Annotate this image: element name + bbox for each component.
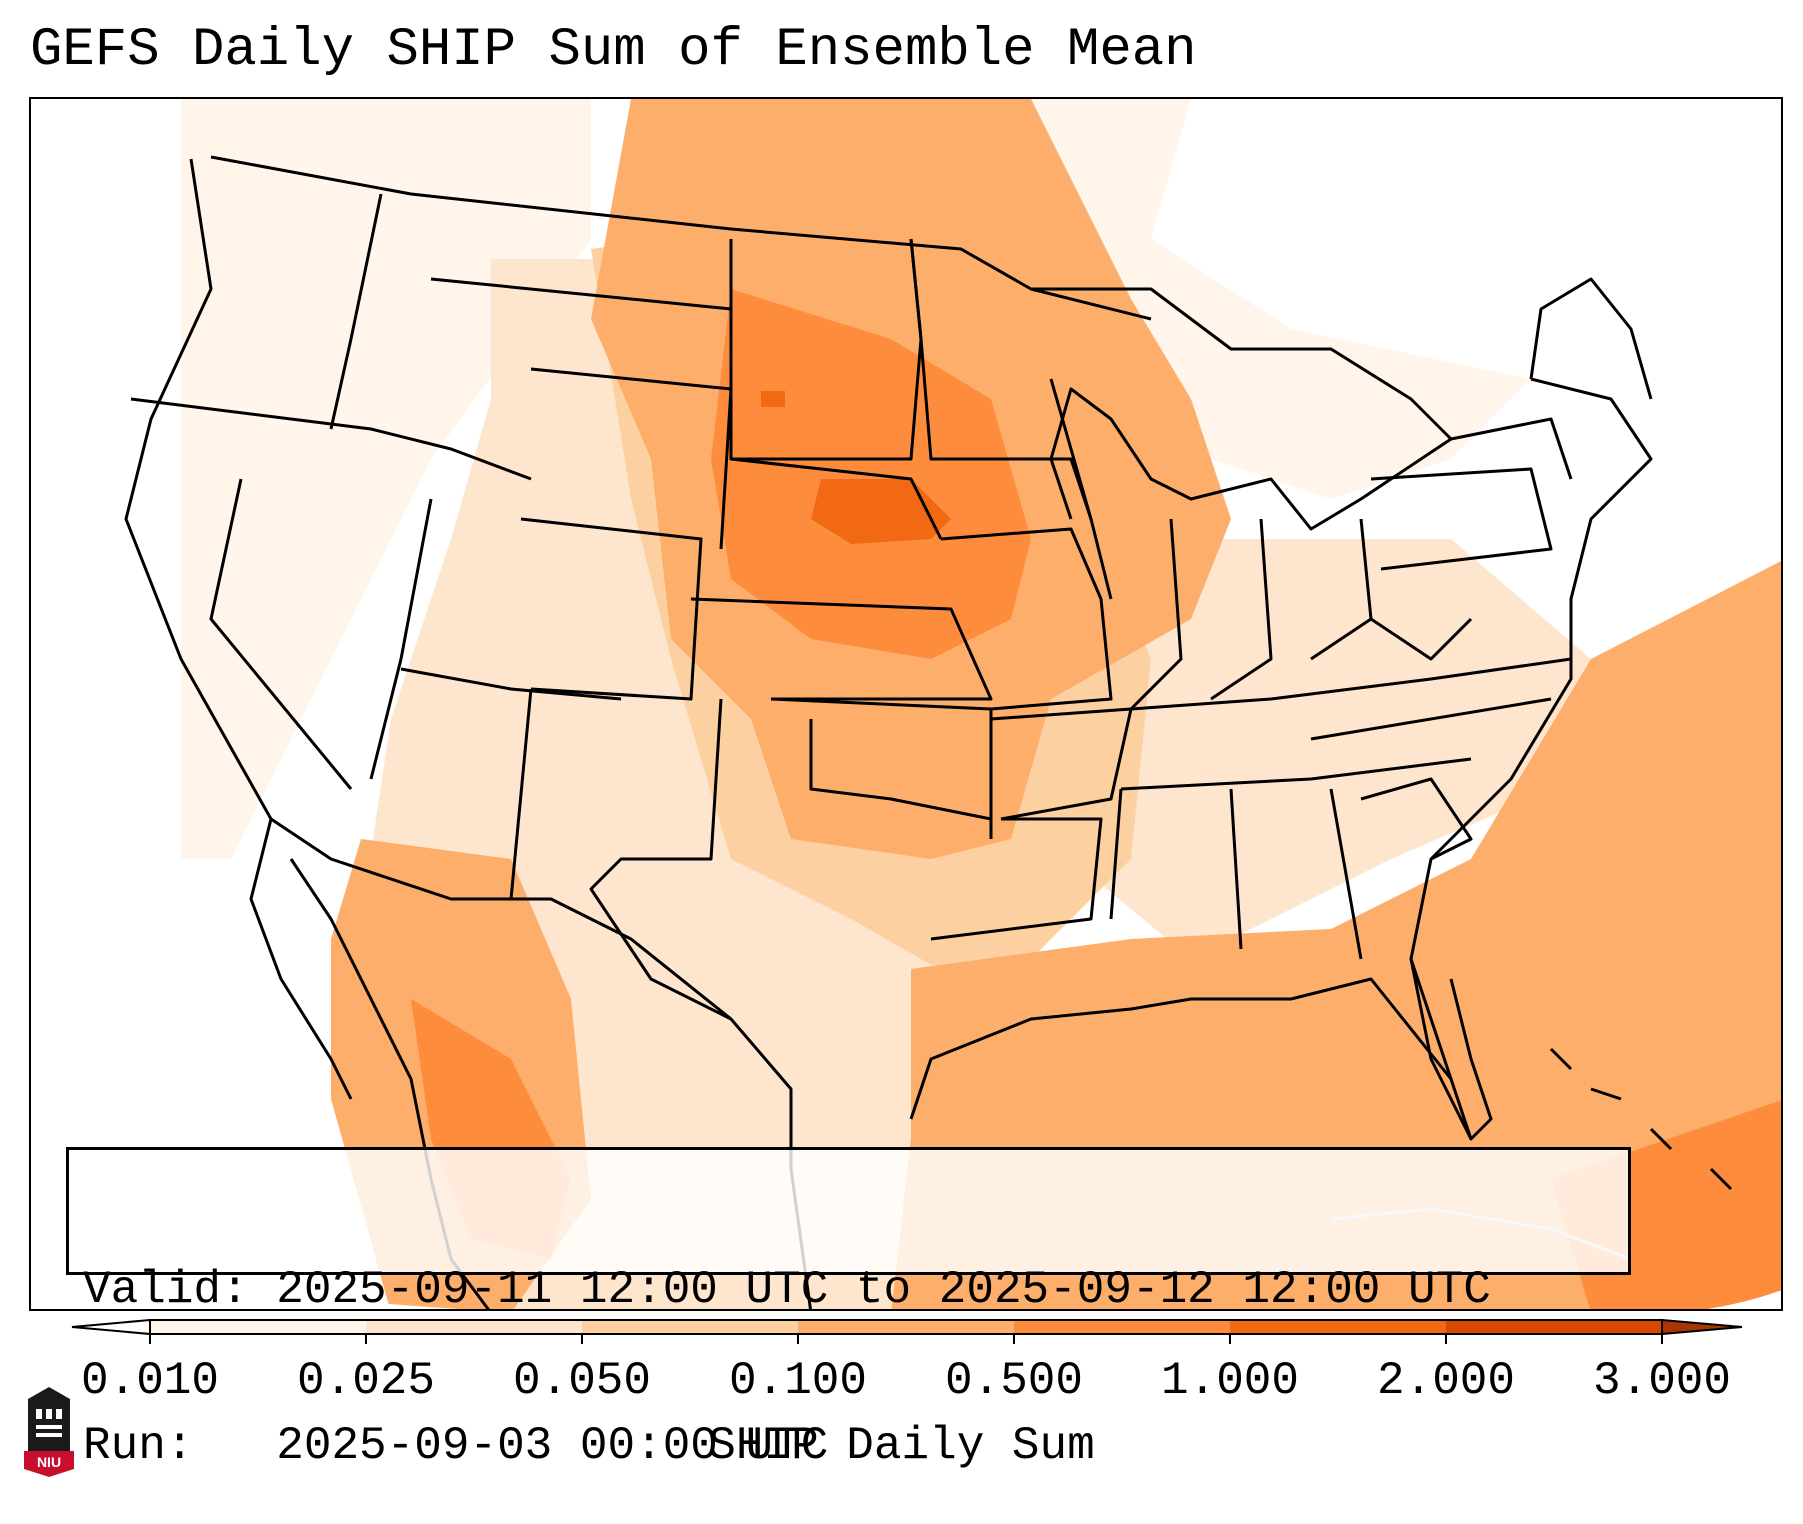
colorbar-segment: [366, 1320, 583, 1334]
state-line-ut-az: [400, 667, 622, 701]
colorbar-segment: [582, 1320, 799, 1334]
baja-outline: [249, 818, 353, 1100]
colorbar: [71, 1318, 1743, 1344]
colorbar-segments: [150, 1320, 1663, 1334]
colorbar-segment: [798, 1320, 1015, 1334]
state-line-ga-sc: [1360, 777, 1473, 861]
colorbar-tick-labels: 0.010 0.025 0.050 0.100 0.500 1.000 2.000 3.000: [0, 1355, 1803, 1415]
state-boundaries: [124, 155, 1653, 1309]
us-outline: [124, 158, 812, 1309]
colorbar-under-arrow: [71, 1318, 151, 1336]
projection-edge-right: [1707, 1290, 1781, 1309]
state-line-tn-south: [1120, 757, 1472, 791]
run-time-text: Run: 2025-09-03 00:00 UTC: [83, 1420, 829, 1472]
valid-run-info-box: Valid: 2025-09-11 12:00 UTC to 2025-09-1…: [66, 1147, 1631, 1472]
colorbar-tick-label: 0.100: [728, 1355, 868, 1407]
state-line-ky-tn: [1130, 657, 1572, 711]
state-line-west-2: [209, 478, 353, 790]
state-line-pa: [1370, 467, 1553, 571]
colorbar-tick-label: 0.025: [296, 1355, 436, 1407]
caribbean-islands: [1549, 1047, 1733, 1191]
state-line-nv-ut: [369, 498, 433, 780]
state-line-wv-va: [1370, 617, 1473, 661]
florida-outline: [1409, 958, 1493, 1141]
state-line-west-3: [329, 193, 383, 430]
state-line-ne: [1529, 277, 1653, 400]
state-line-il-in: [1129, 518, 1183, 711]
colorbar-tick-label: 0.010: [80, 1355, 220, 1407]
colorbar-frame: [149, 1319, 1663, 1335]
state-line-mn-ia: [909, 238, 1093, 520]
canada-border: [210, 155, 1152, 321]
state-line-ny: [1450, 417, 1573, 480]
colorbar-tick-label: 3.000: [1592, 1355, 1732, 1407]
shade-region-mid-atlantic: [891, 561, 1781, 1309]
colorbar-over-arrow: [1661, 1318, 1743, 1336]
colorbar-tick-label: 2.000: [1376, 1355, 1516, 1407]
valid-time-text: Valid: 2025-09-11 12:00 UTC to 2025-09-1…: [83, 1264, 1491, 1316]
state-line-ms-al: [1109, 788, 1363, 960]
state-line-wi-il: [1049, 378, 1113, 600]
projection-edge: [31, 1249, 459, 1309]
shade-region-darkest-spot: [761, 391, 785, 407]
state-line-in-oh: [1210, 518, 1273, 701]
state-line-va-nc: [1310, 697, 1552, 741]
state-line-ar-la: [930, 817, 1103, 941]
niu-logo-text: NIU: [37, 1454, 61, 1470]
shade-region-faint-west: [181, 99, 591, 859]
state-line-sd-ne: [730, 457, 943, 540]
colorbar-tick-label: 0.500: [944, 1355, 1084, 1407]
state-line-tx-ok: [809, 719, 992, 821]
map-title: GEFS Daily SHIP Sum of Ensemble Mean: [30, 20, 1197, 81]
ship-map: [31, 99, 1781, 1309]
gulf-coast: [909, 977, 1453, 1120]
colorbar-segment: [1014, 1320, 1231, 1334]
state-line-ia-mo: [940, 527, 1113, 711]
state-line-az-nm: [509, 688, 533, 900]
colorbar-tick-label: 0.050: [512, 1355, 652, 1407]
colorbar-ticks: [149, 1334, 1663, 1344]
map-panel: [29, 97, 1783, 1311]
colorbar-segment: [150, 1320, 367, 1334]
colorbar-segment: [1230, 1320, 1447, 1334]
state-line-west-1: [130, 397, 532, 481]
colorbar-tick-label: 1.000: [1160, 1355, 1300, 1407]
colorbar-label: SHIP Daily Sum: [708, 1420, 1095, 1472]
state-line-mo-ar: [990, 707, 1133, 821]
east-coast: [1409, 377, 1653, 1140]
state-line-tx: [589, 698, 732, 1021]
state-line-ne-ks: [690, 597, 993, 701]
colorbar-segment: [1446, 1320, 1663, 1334]
state-line-co: [520, 517, 703, 701]
niu-logo: NIU: [24, 1387, 74, 1477]
shade-region-darkest-core: [811, 479, 951, 544]
great-lakes-outline: [1031, 287, 1453, 531]
